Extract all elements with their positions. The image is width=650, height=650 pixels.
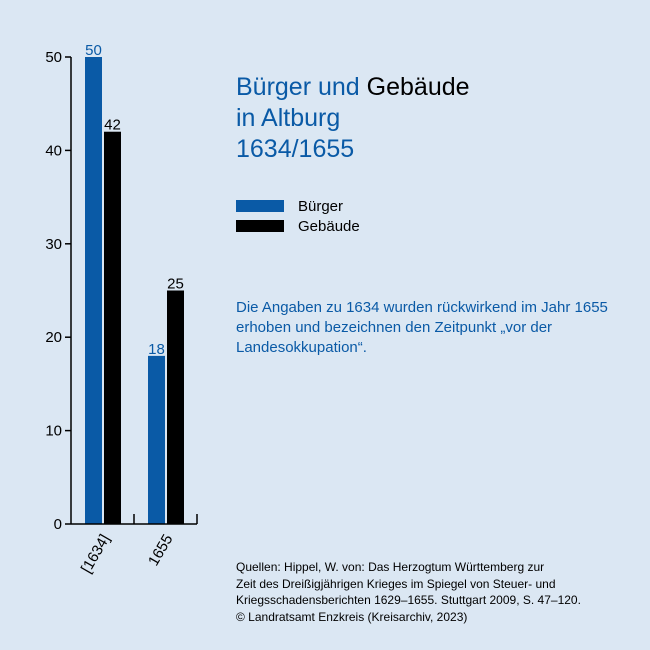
legend-label-buerger: Bürger [298,197,344,215]
x-category-label: 1655 [145,532,176,569]
bar-chart: 0 10 20 30 40 50 50 42 18 25 [1634] 1655 [45,42,198,577]
title-line3: 1634/1655 [236,135,355,163]
title-line2: in Altburg [236,104,341,132]
y-axis: 0 10 20 30 40 50 [45,49,72,533]
sources: Quellen: Hippel, W. von: Das Herzogtum W… [236,559,646,625]
bars: 50 42 18 25 [85,42,184,524]
y-tick-label: 50 [45,49,62,66]
note-text: Die Angaben zu 1634 wurden rückwirkend i… [236,299,608,356]
bar-gebaeude [104,131,121,524]
bar-buerger [85,57,102,524]
y-tick-label: 10 [45,423,62,440]
legend-swatch-gebaeude [236,220,284,232]
data-label: 42 [104,117,121,134]
source-line: Kriegsschadensberichten 1629–1655. Stutt… [236,593,581,607]
bar-buerger [148,355,165,524]
bar-gebaeude [167,290,184,524]
legend-item-gebaeude: Gebäude [236,216,360,236]
title-line1-blue: Bürger und [236,73,360,101]
y-tick-label: 40 [45,142,62,159]
x-axis: [1634] 1655 [71,514,198,577]
y-tick-label: 0 [54,516,62,533]
data-label: 18 [148,341,165,358]
data-label: 50 [85,42,102,59]
source-line: Quellen: Hippel, W. von: Das Herzogtum W… [236,560,545,574]
legend-label-gebaeude: Gebäude [298,217,360,235]
y-tick-label: 20 [45,329,62,346]
x-category-label: [1634] [78,532,114,577]
title-line1-black: Gebäude [366,73,470,101]
source-line: Zeit des Dreißigjährigen Krieges im Spie… [236,576,556,591]
chart-title: Bürger und Gebäude in Altburg 1634/1655 [236,72,470,165]
legend: Bürger Gebäude [236,196,360,236]
y-tick-label: 30 [45,236,62,253]
legend-swatch-buerger [236,200,284,212]
legend-item-buerger: Bürger [236,196,360,216]
copyright-line: © Landratsamt Enzkreis (Kreisarchiv, 202… [236,609,468,624]
data-label: 25 [167,276,184,293]
